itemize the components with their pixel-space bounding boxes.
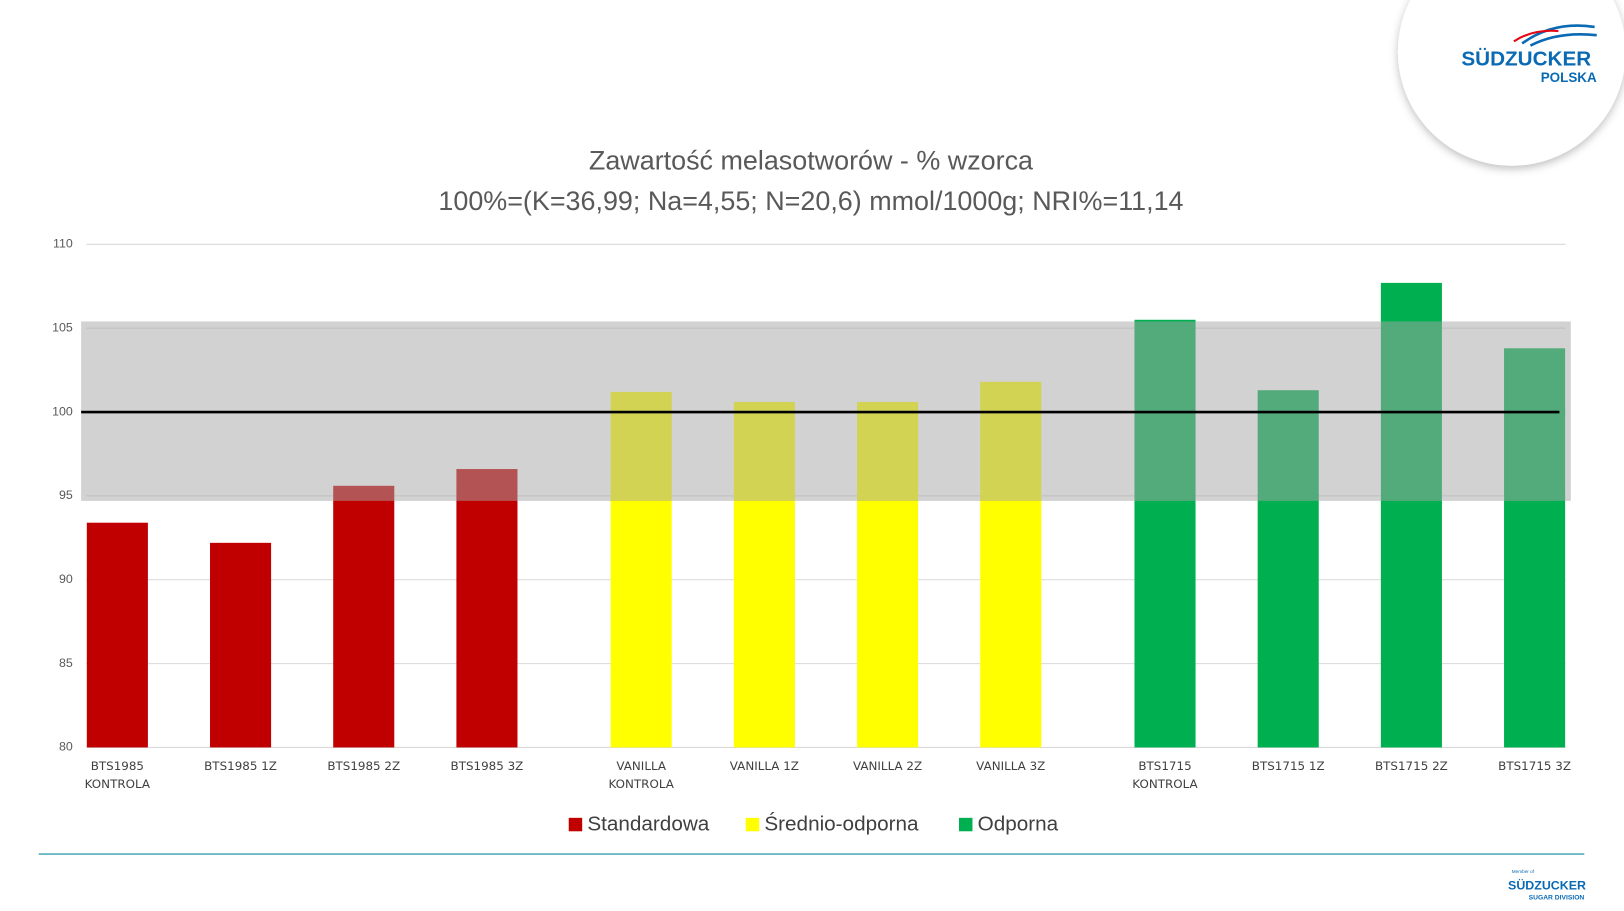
legend-swatch — [745, 817, 760, 832]
footer-name: SÜDZUCKER — [1508, 877, 1586, 892]
x-tick-group: BTS1985 KONTROLA — [84, 758, 151, 791]
logo-sub: POLSKA — [1541, 70, 1597, 85]
y-tick-label: 100 — [52, 404, 73, 418]
plot: 80 85 90 95 100 105 110 BTS1985 KONTROLA BTS1985… — [52, 237, 1571, 836]
x-tick-label: BTS1715 KONTROLA — [1132, 758, 1198, 791]
x-tick-group: BTS1715 3Z — [1498, 758, 1571, 774]
x-tick-label: VANILLA KONTROLA — [608, 758, 674, 791]
y-tick-label: 95 — [59, 488, 73, 502]
x-tick-label: VANILLA 3Z — [976, 758, 1046, 774]
bar — [456, 469, 518, 748]
x-tick-group: BTS1985 1Z — [204, 758, 277, 774]
x-tick-label: BTS1985 KONTROLA — [84, 758, 151, 791]
x-tick-label: BTS1715 1Z — [1251, 758, 1325, 774]
y-tick-label: 85 — [59, 656, 73, 670]
x-tick-group: BTS1715 1Z — [1251, 758, 1325, 774]
x-tick-label: VANILLA 1Z — [729, 758, 799, 774]
x-tick-group: VANILLA 2Z — [852, 758, 923, 774]
logo-circle — [1397, 0, 1624, 166]
legend-label: Średnio-odporna — [764, 812, 919, 836]
x-tick-group: VANILLA 1Z — [729, 758, 799, 774]
x-tick-group: BTS1985 2Z — [327, 758, 401, 774]
bar — [333, 485, 395, 748]
x-tick-group: BTS1985 3Z — [450, 758, 524, 774]
chart-title: Zawartość melasotworów - % wzorca — [589, 146, 1033, 176]
x-tick-group: VANILLA KONTROLA — [608, 758, 674, 791]
y-tick-label: 110 — [53, 237, 73, 251]
x-tick-label: BTS1985 1Z — [204, 758, 277, 774]
y-tick-label: 105 — [52, 320, 73, 334]
bar — [210, 542, 272, 748]
logo-swoosh — [1521, 24, 1597, 47]
bar — [86, 522, 148, 748]
y-tick-label: 80 — [59, 740, 73, 754]
chart-subtitle: 100%=(K=36,99; Na=4,55; N=20,6) mmol/100… — [438, 186, 1183, 216]
footer-division: SUGAR DIVISION — [1529, 894, 1585, 901]
legend-swatch — [568, 817, 583, 832]
x-tick-group: BTS1715 2Z — [1374, 758, 1448, 774]
x-tick-label: BTS1715 2Z — [1374, 758, 1448, 774]
y-tick-label: 90 — [59, 572, 73, 586]
footer-member: Member of — [1512, 869, 1535, 874]
x-tick-group: BTS1715 KONTROLA — [1132, 758, 1198, 791]
logo-swoosh-red — [1513, 29, 1559, 43]
x-tick-label: BTS1715 3Z — [1498, 758, 1571, 774]
x-tick-group: VANILLA 3Z — [976, 758, 1046, 774]
legend-label: Odporna — [978, 813, 1059, 836]
logo-name: SÜDZUCKER — [1461, 48, 1591, 71]
legend-label: Standardowa — [587, 813, 709, 836]
legend-swatch — [959, 817, 973, 832]
x-tick-label: BTS1985 3Z — [450, 758, 524, 774]
x-tick-label: BTS1985 2Z — [327, 758, 401, 774]
x-tick-label: VANILLA 2Z — [852, 758, 923, 774]
